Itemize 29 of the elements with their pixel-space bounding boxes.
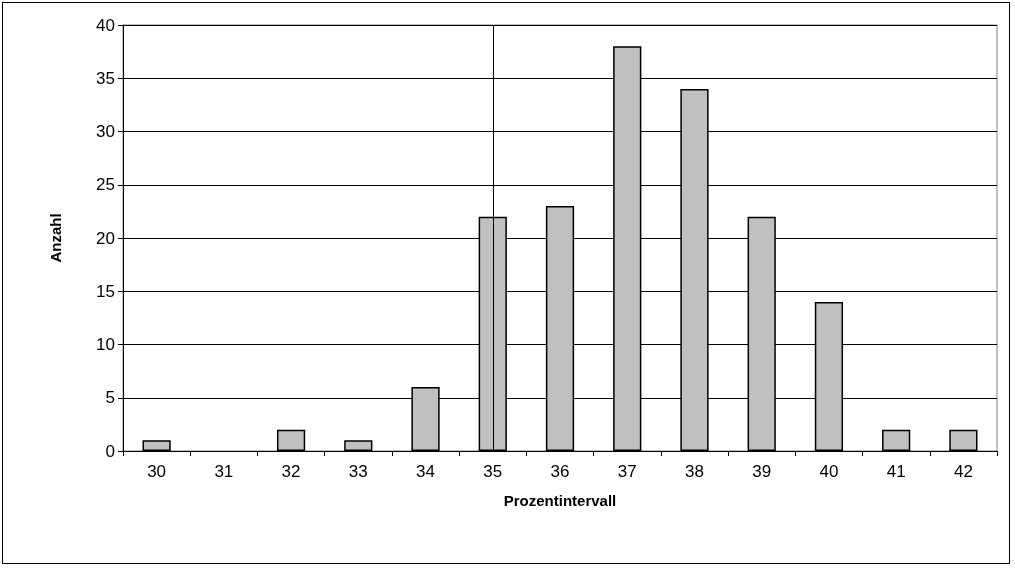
- y-tick-label: 25: [96, 175, 115, 195]
- bar: [882, 429, 911, 451]
- x-tick-label: 40: [819, 462, 839, 481]
- y-tick-label: 10: [96, 335, 115, 354]
- x-tick-label: 35: [483, 462, 503, 481]
- x-tick-label: 38: [685, 462, 704, 481]
- x-tick-label: 37: [617, 462, 637, 481]
- x-tick-label: 30: [147, 462, 167, 481]
- bar: [344, 440, 373, 451]
- y-tick-label: 15: [96, 281, 115, 301]
- x-tick-label: 39: [752, 462, 772, 481]
- y-tick-label: 30: [96, 122, 115, 141]
- x-tick-label: 33: [348, 462, 368, 481]
- y-tick-label: 20: [96, 228, 115, 248]
- bar: [276, 429, 306, 451]
- y-tick-label: 5: [105, 388, 115, 408]
- y-tick-label: 40: [96, 15, 115, 35]
- x-tick-label: 32: [281, 462, 301, 481]
- x-tick-label: 31: [214, 462, 234, 481]
- x-tick-label: 42: [953, 462, 973, 481]
- y-axis-title: Anzahl: [47, 213, 64, 263]
- bar: [949, 429, 978, 451]
- bar: [142, 440, 171, 451]
- y-tick-label: 35: [96, 68, 115, 88]
- x-axis-title: Prozentintervall: [503, 492, 617, 509]
- y-tick-label: 0: [105, 441, 115, 461]
- x-tick-label: 41: [886, 462, 906, 481]
- x-tick-label: 34: [416, 462, 435, 481]
- x-tick-label: 36: [550, 462, 570, 481]
